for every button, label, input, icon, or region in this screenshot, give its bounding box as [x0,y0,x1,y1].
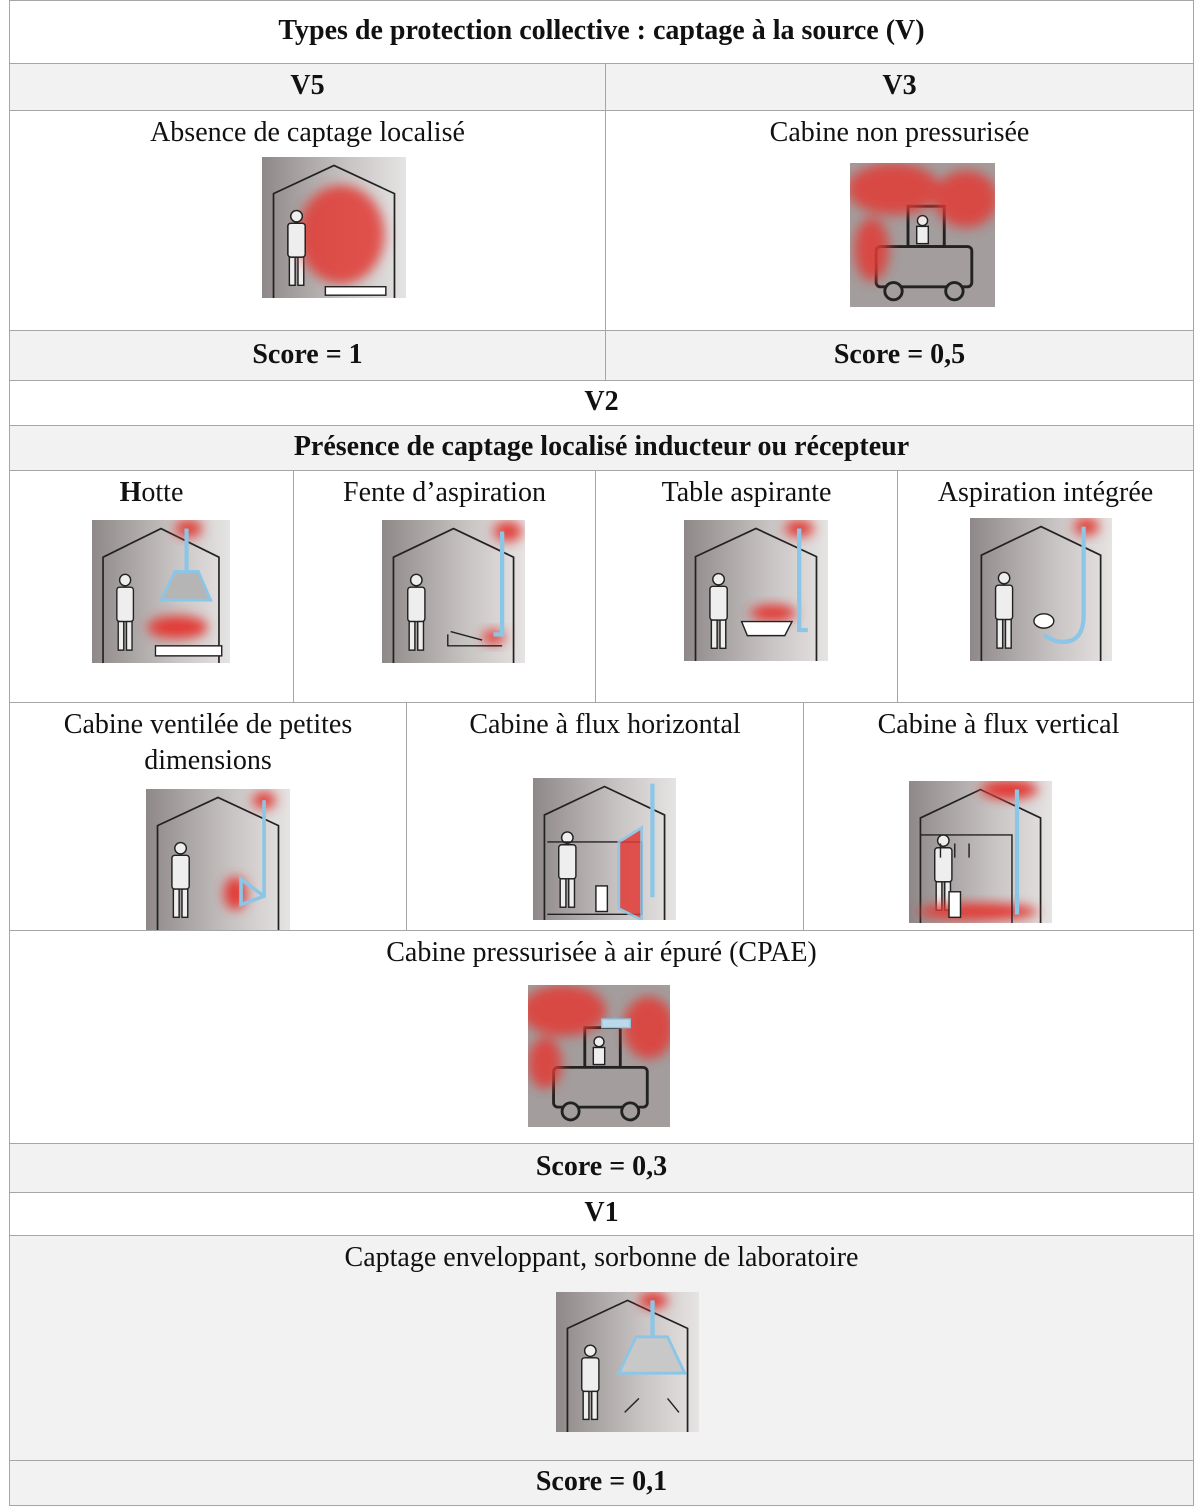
illustration [382,520,525,663]
illustration [528,985,670,1127]
illustration [970,518,1112,661]
score: Score = 0,3 [9,1143,1194,1193]
illustration [850,163,995,307]
cell: Cabine ventilée de petites dimensions [9,702,407,931]
header-v3: V3 [605,63,1194,111]
title: Types de protection collective : captage… [9,0,1194,64]
label: Cabine pressurisée à air épuré (CPAE) [386,937,817,968]
label: Aspiration intégrée [937,477,1154,508]
header-v2: V2 [9,380,1194,426]
illustration [146,789,290,930]
cell: Hotte [9,470,294,703]
label: Cabine non pressurisée [769,117,1030,148]
label: Absence de captage localisé [150,117,465,148]
label: Hotte [119,477,184,508]
label: Cabine à flux horizontal [469,709,741,740]
illustration [909,781,1052,923]
label: Cabine ventilée de petites dimensions [63,709,353,776]
subtitle: Présence de captage localisé inducteur o… [9,425,1194,471]
illustration [556,1292,699,1432]
label: Fente d’aspiration [343,477,546,508]
cell: Aspiration intégrée [897,470,1194,703]
header-v5: V5 [9,63,606,111]
label: Table aspirante [661,477,832,508]
header-v1: V1 [9,1192,1194,1236]
label: Captage enveloppant, sorbonne de laborat… [344,1242,859,1273]
illustration [92,520,230,663]
score: Score = 0,1 [9,1460,1194,1506]
label: Cabine à flux vertical [877,709,1120,740]
illustration [262,157,406,298]
score: Score = 1 [9,330,606,381]
illustration [533,778,676,920]
score: Score = 0,5 [605,330,1194,381]
cell: Cabine à flux horizontal [406,702,804,931]
illustration [684,520,828,661]
